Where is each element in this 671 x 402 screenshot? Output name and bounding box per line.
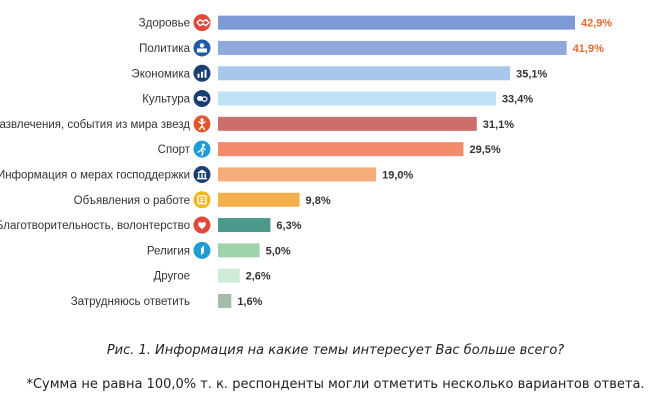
value-label: 33,4% [502,94,533,106]
category-label: Политика [139,43,191,55]
bar [218,218,271,233]
value-label: 6,3% [276,220,301,232]
category-label: Спорт [158,144,191,156]
chart-row: Религия 5,0% [147,241,291,259]
category-label: Объявления о работе [74,195,190,207]
value-label: 5,0% [266,245,291,257]
category-label: Экономика [131,68,190,80]
bar [218,91,496,106]
chart-row: Развлечения, события из мира звезд 31,1% [0,115,514,133]
value-label: 42,9% [581,18,612,30]
category-label: Развлечения, события из мира звезд [0,119,190,131]
bar [218,116,477,131]
figure-caption: Рис. 1. Информация на какие темы интерес… [106,343,565,358]
bar [218,243,260,258]
chart-row: Благотворительность, волонтерство 6,3% [0,216,302,234]
category-label: Благотворительность, волонтерство [0,220,190,232]
bar [218,66,511,81]
value-label: 35,1% [516,68,547,80]
chart-row: Экономика 35,1% [131,64,548,82]
category-label: Религия [147,245,190,257]
bar [218,192,300,207]
category-label: Затрудняюсь ответить [71,296,190,308]
charity-icon [193,216,211,234]
category-label: Здоровье [139,18,190,30]
government-support-icon [193,165,211,183]
value-label: 1,6% [237,296,262,308]
religion-icon [193,241,211,259]
category-label: Культура [142,94,190,106]
chart-row: Другое 2,6% [153,268,271,283]
bar [218,268,240,283]
economy-icon [193,64,211,82]
sport-icon [193,140,211,158]
bar [218,167,377,182]
chart-row: Затрудняюсь ответить 1,6% [71,293,263,308]
bar-chart: Здоровье 42,9% Политика 41,9% Экономика 35,1%… [0,14,612,308]
job-ad-icon [193,191,211,209]
bar [218,293,232,308]
chart-row: Спорт 29,5% [158,140,501,158]
chart-row: Объявления о работе 9,8% [74,191,331,209]
handshake-icon [193,14,211,32]
value-label: 2,6% [246,271,271,283]
category-label: Информация о мерах господдержки [0,169,190,181]
bar [218,15,576,30]
value-label: 29,5% [469,144,500,156]
value-label: 41,9% [573,43,604,55]
celebrity-icon [193,115,211,133]
bar [218,40,567,55]
culture-icon [193,90,211,108]
chart-row: Здоровье 42,9% [139,14,612,32]
value-label: 19,0% [382,169,413,181]
chart-row: Информация о мерах господдержки 19,0% [0,165,414,183]
chart-row: Культура 33,4% [142,90,533,108]
category-label: Другое [153,271,190,283]
chart-row: Политика 41,9% [139,39,604,57]
value-label: 31,1% [483,119,514,131]
bar [218,142,464,157]
value-label: 9,8% [306,195,331,207]
footnote: *Сумма не равна 100,0% т. к. респонденты… [26,377,645,392]
politics-icon [193,39,211,57]
